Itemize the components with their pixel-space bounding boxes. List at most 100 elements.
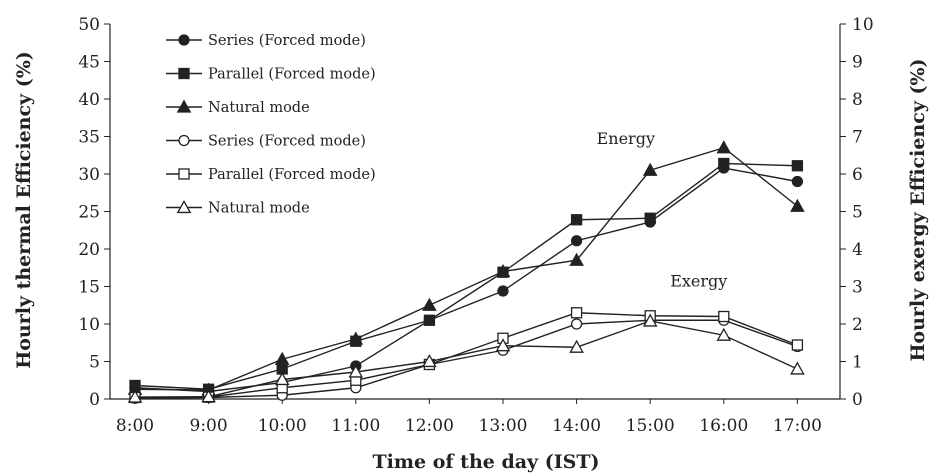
series-line bbox=[134, 320, 798, 398]
y2-tick-label: 7 bbox=[852, 128, 863, 148]
y2-tick-label: 8 bbox=[852, 90, 863, 110]
series-line bbox=[134, 319, 798, 399]
data-point bbox=[348, 364, 364, 378]
legend-label: Parallel (Forced mode) bbox=[208, 167, 376, 183]
right-y-axis: 0 1 2 3 4 5 6 7 8 9 10 bbox=[840, 15, 874, 410]
x-axis-title: Time of the day (IST) bbox=[373, 451, 600, 473]
y-tick-label: 5 bbox=[89, 353, 100, 373]
y2-tick-label: 5 bbox=[852, 203, 863, 223]
data-point bbox=[422, 353, 437, 368]
legend-entry: Series (Forced mode) bbox=[166, 33, 366, 49]
legend-label: Natural mode bbox=[208, 100, 310, 116]
series-line bbox=[134, 167, 798, 393]
y-tick-label: 30 bbox=[78, 165, 100, 185]
x-tick-label: 13:00 bbox=[479, 416, 528, 436]
y2-tick-label: 10 bbox=[852, 15, 874, 35]
data-point bbox=[127, 389, 143, 403]
y-tick-label: 15 bbox=[78, 278, 100, 298]
legend: Series (Forced mode) Parallel (Forced mod… bbox=[166, 33, 376, 217]
annotation-energy: Energy bbox=[597, 129, 655, 148]
data-point bbox=[201, 389, 216, 403]
y-tick-label: 10 bbox=[78, 315, 100, 335]
y2-axis-title: Hourly exergy Efficiency (%) bbox=[907, 58, 929, 361]
series-line bbox=[134, 146, 798, 391]
data-point bbox=[570, 318, 583, 330]
data-point bbox=[791, 160, 804, 172]
legend-marker bbox=[178, 67, 190, 80]
data-point bbox=[274, 351, 290, 365]
y2-tick-label: 3 bbox=[852, 278, 863, 298]
x-tick-label: 12:00 bbox=[405, 416, 454, 436]
data-point bbox=[716, 327, 732, 341]
x-tick-label: 9:00 bbox=[190, 416, 228, 436]
data-point bbox=[422, 297, 437, 311]
data-point bbox=[348, 331, 364, 345]
data-point bbox=[790, 198, 805, 212]
legend-marker bbox=[178, 168, 190, 180]
x-axis: 8:00 9:00 10:00 11:00 12:00 13:00 14:00 15:00 16… bbox=[116, 399, 822, 436]
x-tick-label: 16:00 bbox=[699, 416, 748, 436]
annotation-exergy: Exergy bbox=[670, 272, 727, 291]
series-exergy-6 bbox=[127, 313, 805, 403]
legend-entry: Natural mode bbox=[166, 99, 310, 116]
data-point bbox=[791, 175, 804, 188]
series-line bbox=[134, 162, 798, 390]
data-point bbox=[495, 263, 511, 278]
x-tick-label: 8:00 bbox=[116, 416, 154, 436]
y-tick-label: 50 bbox=[78, 15, 100, 35]
legend-label: Series (Forced mode) bbox=[208, 33, 366, 49]
data-point bbox=[497, 285, 509, 297]
series-line bbox=[134, 312, 798, 399]
legend-label: Series (Forced mode) bbox=[208, 134, 366, 150]
legend-marker bbox=[176, 99, 192, 113]
annotations: Energy Exergy bbox=[597, 129, 728, 291]
y2-tick-label: 1 bbox=[852, 353, 863, 373]
y-tick-label: 20 bbox=[78, 240, 100, 260]
data-point bbox=[570, 214, 583, 226]
legend-entry: Parallel (Forced mode) bbox=[166, 167, 376, 183]
legend-entry: Natural mode bbox=[166, 199, 310, 217]
data-point bbox=[423, 314, 436, 326]
data-point bbox=[642, 162, 658, 176]
data-point bbox=[642, 313, 658, 327]
legend-label: Parallel (Forced mode) bbox=[208, 67, 376, 83]
series-exergy-4 bbox=[129, 314, 804, 404]
data-point bbox=[274, 371, 290, 386]
data-point bbox=[790, 361, 805, 375]
data-point bbox=[718, 310, 730, 323]
data-point bbox=[791, 339, 804, 351]
legend-label: Natural mode bbox=[208, 201, 310, 217]
data-point bbox=[718, 157, 730, 170]
y2-tick-label: 0 bbox=[852, 390, 863, 410]
series-layer bbox=[127, 140, 805, 404]
y-tick-label: 0 bbox=[89, 390, 100, 410]
y2-tick-label: 6 bbox=[852, 165, 863, 185]
data-point bbox=[570, 307, 583, 319]
data-point bbox=[570, 235, 583, 247]
y-tick-label: 40 bbox=[78, 90, 100, 110]
y-tick-label: 45 bbox=[78, 53, 100, 73]
y2-tick-label: 9 bbox=[852, 53, 863, 73]
y2-tick-label: 2 bbox=[852, 315, 863, 335]
legend-entry: Parallel (Forced mode) bbox=[166, 67, 376, 83]
y-axis-title: Hourly thermal Efficiency (%) bbox=[13, 51, 35, 369]
x-tick-label: 14:00 bbox=[552, 416, 601, 436]
data-point bbox=[569, 339, 584, 353]
data-point bbox=[495, 338, 511, 352]
y-tick-label: 25 bbox=[78, 203, 100, 223]
x-tick-label: 11:00 bbox=[331, 416, 380, 436]
legend-marker bbox=[176, 199, 192, 214]
x-tick-label: 15:00 bbox=[626, 416, 675, 436]
x-tick-label: 10:00 bbox=[258, 416, 307, 436]
left-y-axis: 0 5 10 15 20 25 30 35 40 45 50 bbox=[78, 15, 110, 410]
legend-entry: Series (Forced mode) bbox=[166, 134, 366, 150]
data-point bbox=[644, 212, 656, 224]
x-tick-label: 17:00 bbox=[773, 416, 822, 436]
legend-marker bbox=[178, 34, 190, 46]
y2-tick-label: 4 bbox=[852, 240, 863, 260]
data-point bbox=[716, 140, 732, 154]
legend-marker bbox=[178, 134, 190, 147]
y-tick-label: 35 bbox=[78, 128, 100, 148]
data-point bbox=[569, 252, 584, 266]
